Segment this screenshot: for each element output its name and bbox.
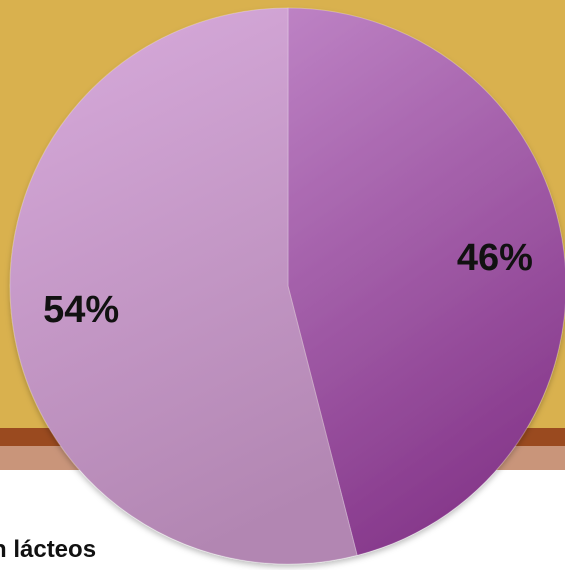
pie-slice-1 (287, 7, 565, 556)
slice-label-2: 54% (43, 289, 119, 331)
chart-caption: n lácteos (0, 536, 97, 563)
pie-slice-2 (9, 7, 358, 565)
slice-label-1: 46% (457, 237, 533, 279)
